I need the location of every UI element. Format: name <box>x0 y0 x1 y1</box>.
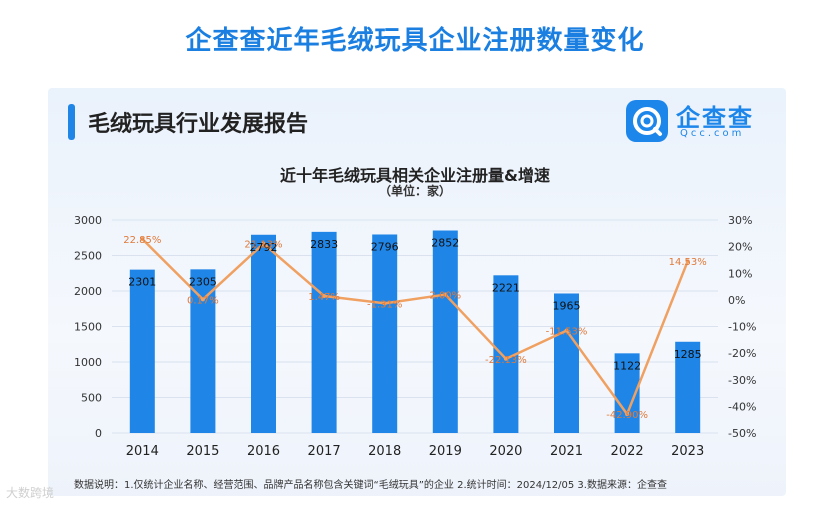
card-title: 毛绒玩具行业发展报告 <box>88 112 309 137</box>
x-tick-label: 2018 <box>368 444 401 459</box>
y-tick-label: 0 <box>95 427 102 440</box>
chart-unit: （单位：家） <box>378 184 451 198</box>
line-point <box>200 297 205 302</box>
y-tick-label: 3000 <box>74 214 102 227</box>
card-accent-bar <box>68 104 75 140</box>
line-point <box>564 328 569 333</box>
x-tick-label: 2015 <box>186 444 219 459</box>
y2-tick-label: 10% <box>728 267 752 280</box>
y2-tick-label: -30% <box>728 374 756 387</box>
bar-value-label: 2852 <box>431 237 459 250</box>
bar <box>190 269 216 433</box>
line-point <box>382 301 387 306</box>
bar <box>675 341 701 433</box>
line-value-label: -1.31% <box>367 299 402 310</box>
x-tick-label: 2014 <box>126 444 159 459</box>
line-point <box>685 259 690 264</box>
line-point <box>625 412 630 417</box>
y2-tick-label: 30% <box>728 214 752 227</box>
x-tick-label: 2016 <box>247 444 280 459</box>
bar <box>372 234 398 433</box>
y2-tick-label: 0% <box>728 294 745 307</box>
line-value-label: 22.85% <box>123 235 161 246</box>
bar-value-label: 1122 <box>613 359 641 372</box>
footnote: 数据说明：1.仅统计企业名称、经营范围、品牌产品名称包含关键词“毛绒玩具”的企业… <box>74 480 667 491</box>
x-tick-label: 2017 <box>308 444 341 459</box>
x-tick-label: 2023 <box>671 444 704 459</box>
bar <box>251 234 276 433</box>
line-point <box>261 241 266 246</box>
line-point <box>322 293 327 298</box>
growth-line <box>141 238 689 416</box>
x-tick-label: 2019 <box>429 444 462 459</box>
line-value-label: -11.53% <box>546 327 588 338</box>
line-value-label: -22.13% <box>485 355 527 366</box>
qcc-logo-icon <box>626 100 668 142</box>
x-tick-label: 2021 <box>550 444 583 459</box>
bar-value-label: 1285 <box>674 348 702 361</box>
x-tick-label: 2020 <box>489 444 522 459</box>
x-tick-label: 2022 <box>611 444 644 459</box>
bar-value-label: 2833 <box>310 238 338 251</box>
watermark: 大数跨境 <box>6 486 55 500</box>
bar-value-label: 2792 <box>250 241 278 254</box>
y-tick-label: 1000 <box>74 356 102 369</box>
line-point <box>503 356 508 361</box>
report-card <box>48 88 786 496</box>
y-tick-label: 500 <box>81 392 102 405</box>
line-point <box>140 237 145 242</box>
chart-title: 近十年毛绒玩具相关企业注册量&增速 <box>280 166 550 185</box>
bar <box>432 230 458 433</box>
y2-tick-label: -50% <box>728 427 756 440</box>
bar-value-label: 2305 <box>189 275 217 288</box>
y-tick-label: 1500 <box>74 321 102 334</box>
y-tick-label: 2000 <box>74 285 102 298</box>
line-value-label: 2.00% <box>429 291 461 302</box>
y2-tick-label: -10% <box>728 321 756 334</box>
line-value-label: 21.13% <box>244 240 282 251</box>
y2-tick-label: -40% <box>728 400 756 413</box>
bar-value-label: 2221 <box>492 281 520 294</box>
line-point <box>443 292 448 297</box>
bar <box>311 231 337 433</box>
y2-tick-label: 20% <box>728 241 752 254</box>
line-value-label: 1.47% <box>308 292 340 303</box>
line-value-label: -42.90% <box>606 410 648 421</box>
bar-value-label: 1965 <box>553 299 581 312</box>
bar <box>129 269 155 433</box>
line-value-label: 0.17% <box>187 295 219 306</box>
bar-value-label: 2301 <box>128 276 156 289</box>
logo-subtext: Qcc.com <box>680 128 745 139</box>
bar <box>554 293 579 433</box>
logo-text: 企查查 <box>676 104 754 132</box>
bar-value-label: 2796 <box>371 240 399 253</box>
y2-tick-label: -20% <box>728 347 756 360</box>
y-tick-label: 2500 <box>74 250 102 263</box>
page-headline: 企查查近年毛绒玩具企业注册数量变化 <box>185 26 645 56</box>
line-value-label: 14.53% <box>669 257 707 268</box>
